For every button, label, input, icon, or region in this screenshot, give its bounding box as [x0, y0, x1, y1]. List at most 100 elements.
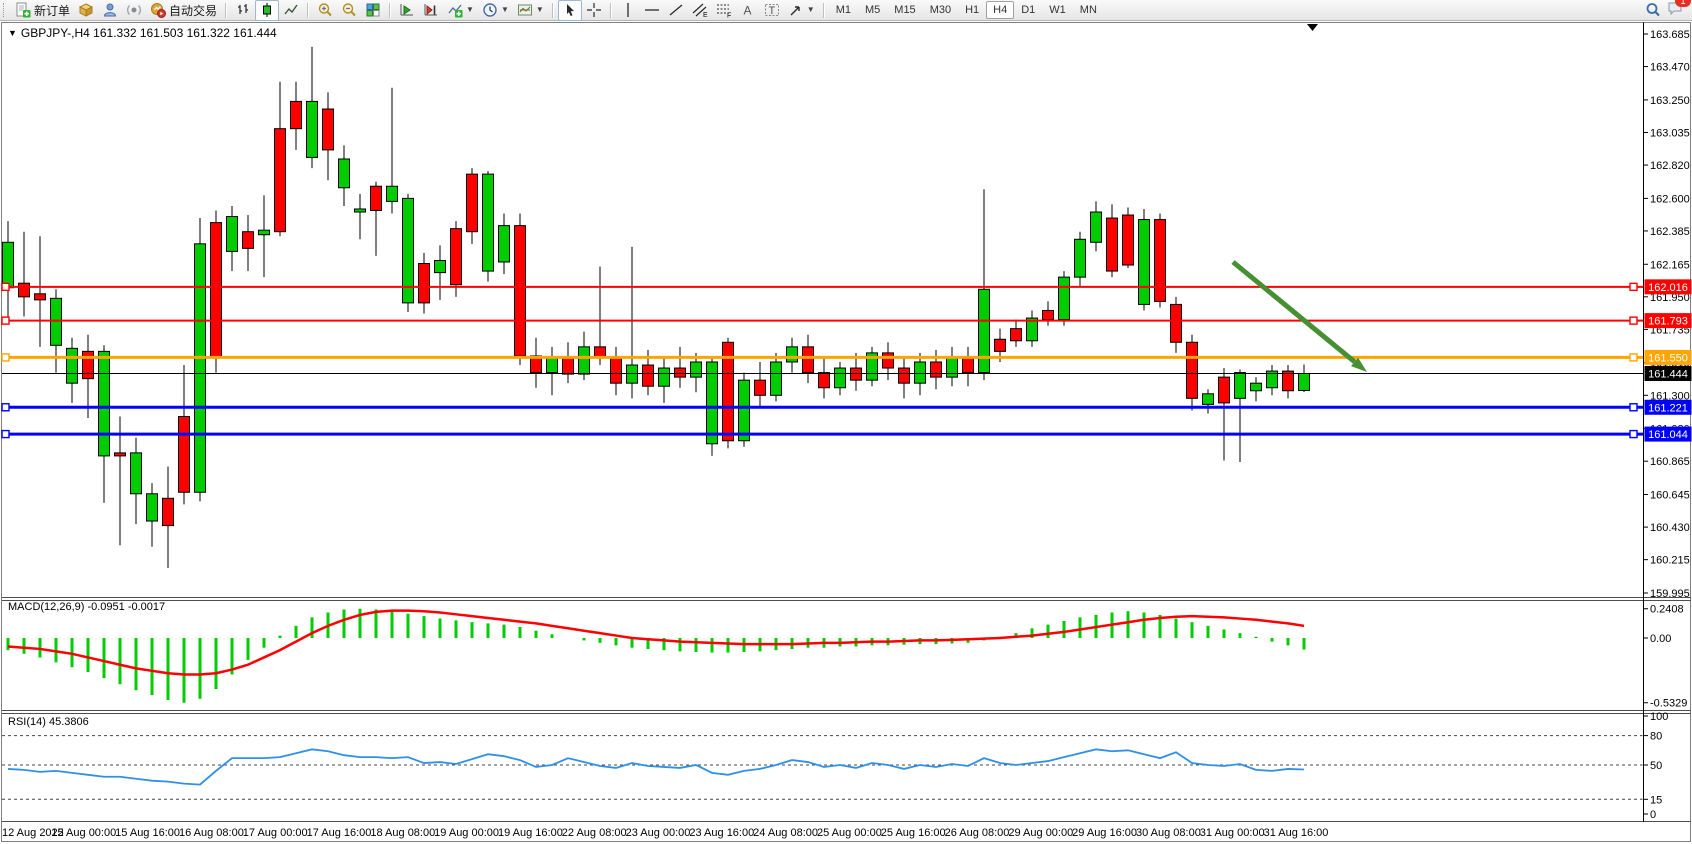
hline-anchor[interactable] [1629, 353, 1638, 362]
candlestick-mode-button[interactable] [255, 0, 280, 21]
time-axis-label: 31 Aug 16:00 [1264, 827, 1329, 839]
candles-layer [2, 46, 1310, 569]
candle-body [194, 243, 206, 493]
search-icon[interactable] [1645, 2, 1661, 18]
time-axis-label: 26 Aug 08:00 [945, 827, 1010, 839]
price-tick-label: 162.600 [1650, 193, 1690, 205]
toolbar-separator [551, 2, 554, 18]
candle-body [1026, 317, 1038, 342]
candle-body [690, 361, 702, 378]
arrows-tool-button[interactable]: ▼ [784, 0, 819, 21]
new-order-button[interactable]: 新订单 [11, 0, 74, 21]
price-tick-label: 163.250 [1650, 95, 1690, 107]
timeframe-button-m15[interactable]: M15 [894, 4, 916, 16]
toolbar-separator [307, 2, 310, 18]
timeframe-button-w1[interactable]: W1 [1049, 4, 1066, 16]
vertical-line-tool-button[interactable] [616, 0, 640, 21]
auto-trading-label: 自动交易 [169, 3, 218, 18]
time-axis-label: 18 Aug 08:00 [370, 827, 435, 839]
tile-windows-button[interactable] [361, 0, 385, 21]
hline-anchor[interactable] [1, 429, 10, 439]
candle-body [1058, 276, 1070, 321]
price-line-badge [1644, 313, 1692, 329]
notifications-button[interactable]: 1 [1667, 0, 1691, 21]
hline-anchor[interactable] [1, 316, 10, 325]
indicators-button[interactable]: ▼ [443, 0, 478, 21]
scroll-to-end-button[interactable] [395, 0, 419, 21]
candle-body [162, 497, 174, 527]
candle-body [418, 263, 430, 304]
cursor-tool-button[interactable] [557, 0, 582, 21]
price-badge-label: 161.221 [1648, 402, 1688, 414]
candle-body [1170, 303, 1182, 343]
horizontal-line-tool-button[interactable] [640, 0, 664, 21]
candle-body [226, 216, 238, 252]
trendline-tool-button[interactable] [664, 0, 688, 21]
equidistant-channel-tool-button[interactable]: E [688, 0, 712, 21]
candle-body [530, 355, 542, 374]
zoom-in-icon [318, 3, 332, 17]
crosshair-tool-button[interactable] [582, 0, 606, 21]
notification-badge: 1 [1675, 0, 1691, 7]
hline-anchor[interactable] [1629, 429, 1638, 439]
candle-body [258, 229, 270, 236]
chart-window-border [1, 22, 1691, 842]
hline-anchor[interactable] [1, 353, 10, 362]
auto-trading-button[interactable]: 自动交易 [146, 0, 221, 21]
time-axis-label: 15 Aug 16:00 [115, 827, 180, 839]
candle-body [546, 356, 558, 374]
fibonacci-tool-button[interactable]: F [712, 0, 736, 21]
candle-body [610, 356, 622, 384]
candle-body [1202, 393, 1214, 405]
candle-body [306, 100, 318, 158]
hline-anchor[interactable] [1, 403, 10, 412]
profiles-button[interactable] [98, 0, 122, 21]
new-chart-button[interactable] [74, 0, 98, 21]
hline-anchor[interactable] [1, 282, 10, 292]
chart-shift-button[interactable] [419, 0, 443, 21]
candle-body [2, 241, 14, 289]
zoom-in-button[interactable] [313, 0, 337, 21]
zoom-out-button[interactable] [337, 0, 361, 21]
candle-body [1250, 382, 1262, 392]
hline-anchor[interactable] [1629, 316, 1638, 325]
candle-body [274, 128, 286, 233]
text-label-tool-button[interactable]: T [760, 0, 784, 21]
periods-button[interactable]: ▼ [478, 0, 513, 21]
timeframe-button-m5[interactable]: M5 [865, 4, 881, 16]
crosshair-icon [586, 3, 601, 17]
text-tool-button[interactable]: A [736, 0, 760, 21]
dropdown-caret-icon: ▼ [806, 5, 815, 14]
candle-body [866, 352, 878, 381]
chart-shift-icon [424, 4, 438, 16]
timeframe-button-h4[interactable]: H4 [986, 1, 1015, 19]
timeframe-button-h1[interactable]: H1 [965, 4, 980, 16]
timeframe-button-m30[interactable]: M30 [929, 4, 952, 16]
signals-button[interactable] [122, 0, 146, 21]
timeframe-button-d1[interactable]: D1 [1021, 4, 1036, 16]
time-axis-label: 15 Aug 00:00 [51, 827, 116, 839]
line-chart-mode-button[interactable] [279, 0, 303, 21]
chart-shift-marker[interactable] [1307, 24, 1318, 31]
equidistant-channel-icon: E [692, 3, 708, 18]
candle-body [786, 346, 798, 363]
templates-button[interactable]: ▼ [513, 0, 548, 21]
candle-body [1154, 219, 1166, 302]
trend-arrow-line[interactable] [1231, 260, 1357, 364]
timeframe-button-m1[interactable]: M1 [835, 4, 851, 16]
time-axis-label: 25 Aug 00:00 [817, 827, 882, 839]
bar-chart-mode-button[interactable] [231, 0, 255, 21]
toolbar-separator [225, 2, 228, 18]
candle-body [434, 259, 446, 274]
hline-anchor[interactable] [1629, 282, 1638, 292]
symbol-title[interactable]: ▼ GBPJPY-,H4 161.332 161.503 161.322 161.… [8, 26, 277, 40]
hline-anchor[interactable] [1629, 403, 1638, 412]
price-tick-label: 159.995 [1650, 588, 1690, 600]
price-tick-label: 162.385 [1650, 226, 1690, 238]
candle-body [514, 225, 526, 357]
macd-tick-label: 0.2408 [1650, 604, 1684, 616]
time-axis-label: 22 Aug 08:00 [562, 827, 627, 839]
timeframe-button-mn[interactable]: MN [1079, 4, 1097, 16]
